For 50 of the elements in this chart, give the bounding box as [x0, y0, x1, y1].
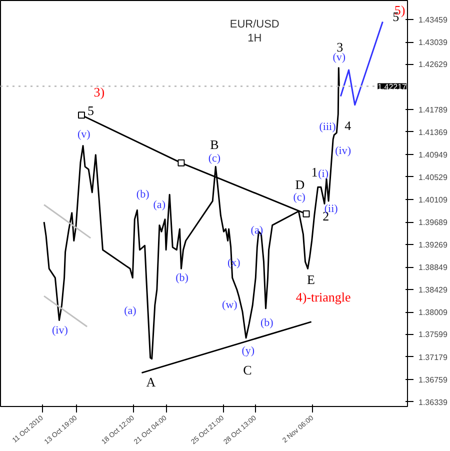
annotation: (iv) [335, 145, 352, 158]
y-tick-label: 1.42629 [418, 60, 448, 70]
annotation: (iv) [52, 324, 68, 336]
point [78, 112, 85, 119]
text: EUR/USD [230, 18, 280, 30]
annotation: 5 [87, 102, 94, 118]
annotation: 1 [311, 164, 318, 180]
annotation: (c) [208, 152, 221, 165]
point [302, 210, 310, 218]
annotation: (b) [176, 272, 189, 284]
y-tick-label: 1.39269 [418, 240, 448, 250]
y-tick-label: 1.40109 [418, 195, 448, 204]
y-tick-label: 1.40949 [418, 150, 448, 160]
annotation: (iii) [319, 120, 336, 133]
y-tick-label: 1.41789 [418, 105, 448, 114]
y-tick-label: 1.36339 [418, 398, 448, 407]
annotation: (a) [153, 198, 166, 211]
annotation: C [243, 362, 252, 378]
point [178, 159, 185, 166]
annotation: (v) [77, 128, 91, 140]
annotation: D [295, 176, 305, 192]
annotation: 3) [94, 84, 105, 100]
annotation: 4 [344, 118, 352, 133]
ref-line-label: 1.42217 [378, 82, 408, 92]
y-tick-label: 1.36759 [418, 375, 448, 384]
annotation: (c) [293, 191, 306, 204]
annotation: (a) [250, 224, 264, 237]
y-tick-label: 1.39689 [418, 218, 448, 228]
annotation: E [307, 272, 316, 287]
annotation: (v) [332, 52, 346, 64]
annotation: 3 [336, 39, 344, 54]
y-tick-label: 1.38849 [418, 263, 448, 272]
annotation: B [210, 137, 220, 152]
annotation: (i) [318, 168, 329, 180]
y-tick-label: 1.41369 [418, 128, 448, 137]
y-tick-label: 1.37599 [418, 330, 448, 340]
annotation: (a) [124, 305, 137, 318]
text: 1H [248, 32, 262, 44]
y-tick-label: 1.43459 [418, 16, 448, 25]
annotation: 4)-triangle [296, 290, 351, 305]
annotation: (y) [242, 344, 255, 357]
y-tick-label: 1.43039 [418, 38, 448, 48]
y-tick-label: 1.38429 [418, 286, 448, 295]
y-tick-label: 1.40529 [418, 172, 448, 182]
annotation: (b) [136, 188, 150, 201]
annotation: A [146, 374, 156, 390]
y-tick-label: 1.38009 [418, 308, 448, 318]
annotation: (w) [222, 299, 238, 312]
annotation: (b) [260, 316, 274, 329]
y-tick-label: 1.37179 [418, 352, 448, 362]
